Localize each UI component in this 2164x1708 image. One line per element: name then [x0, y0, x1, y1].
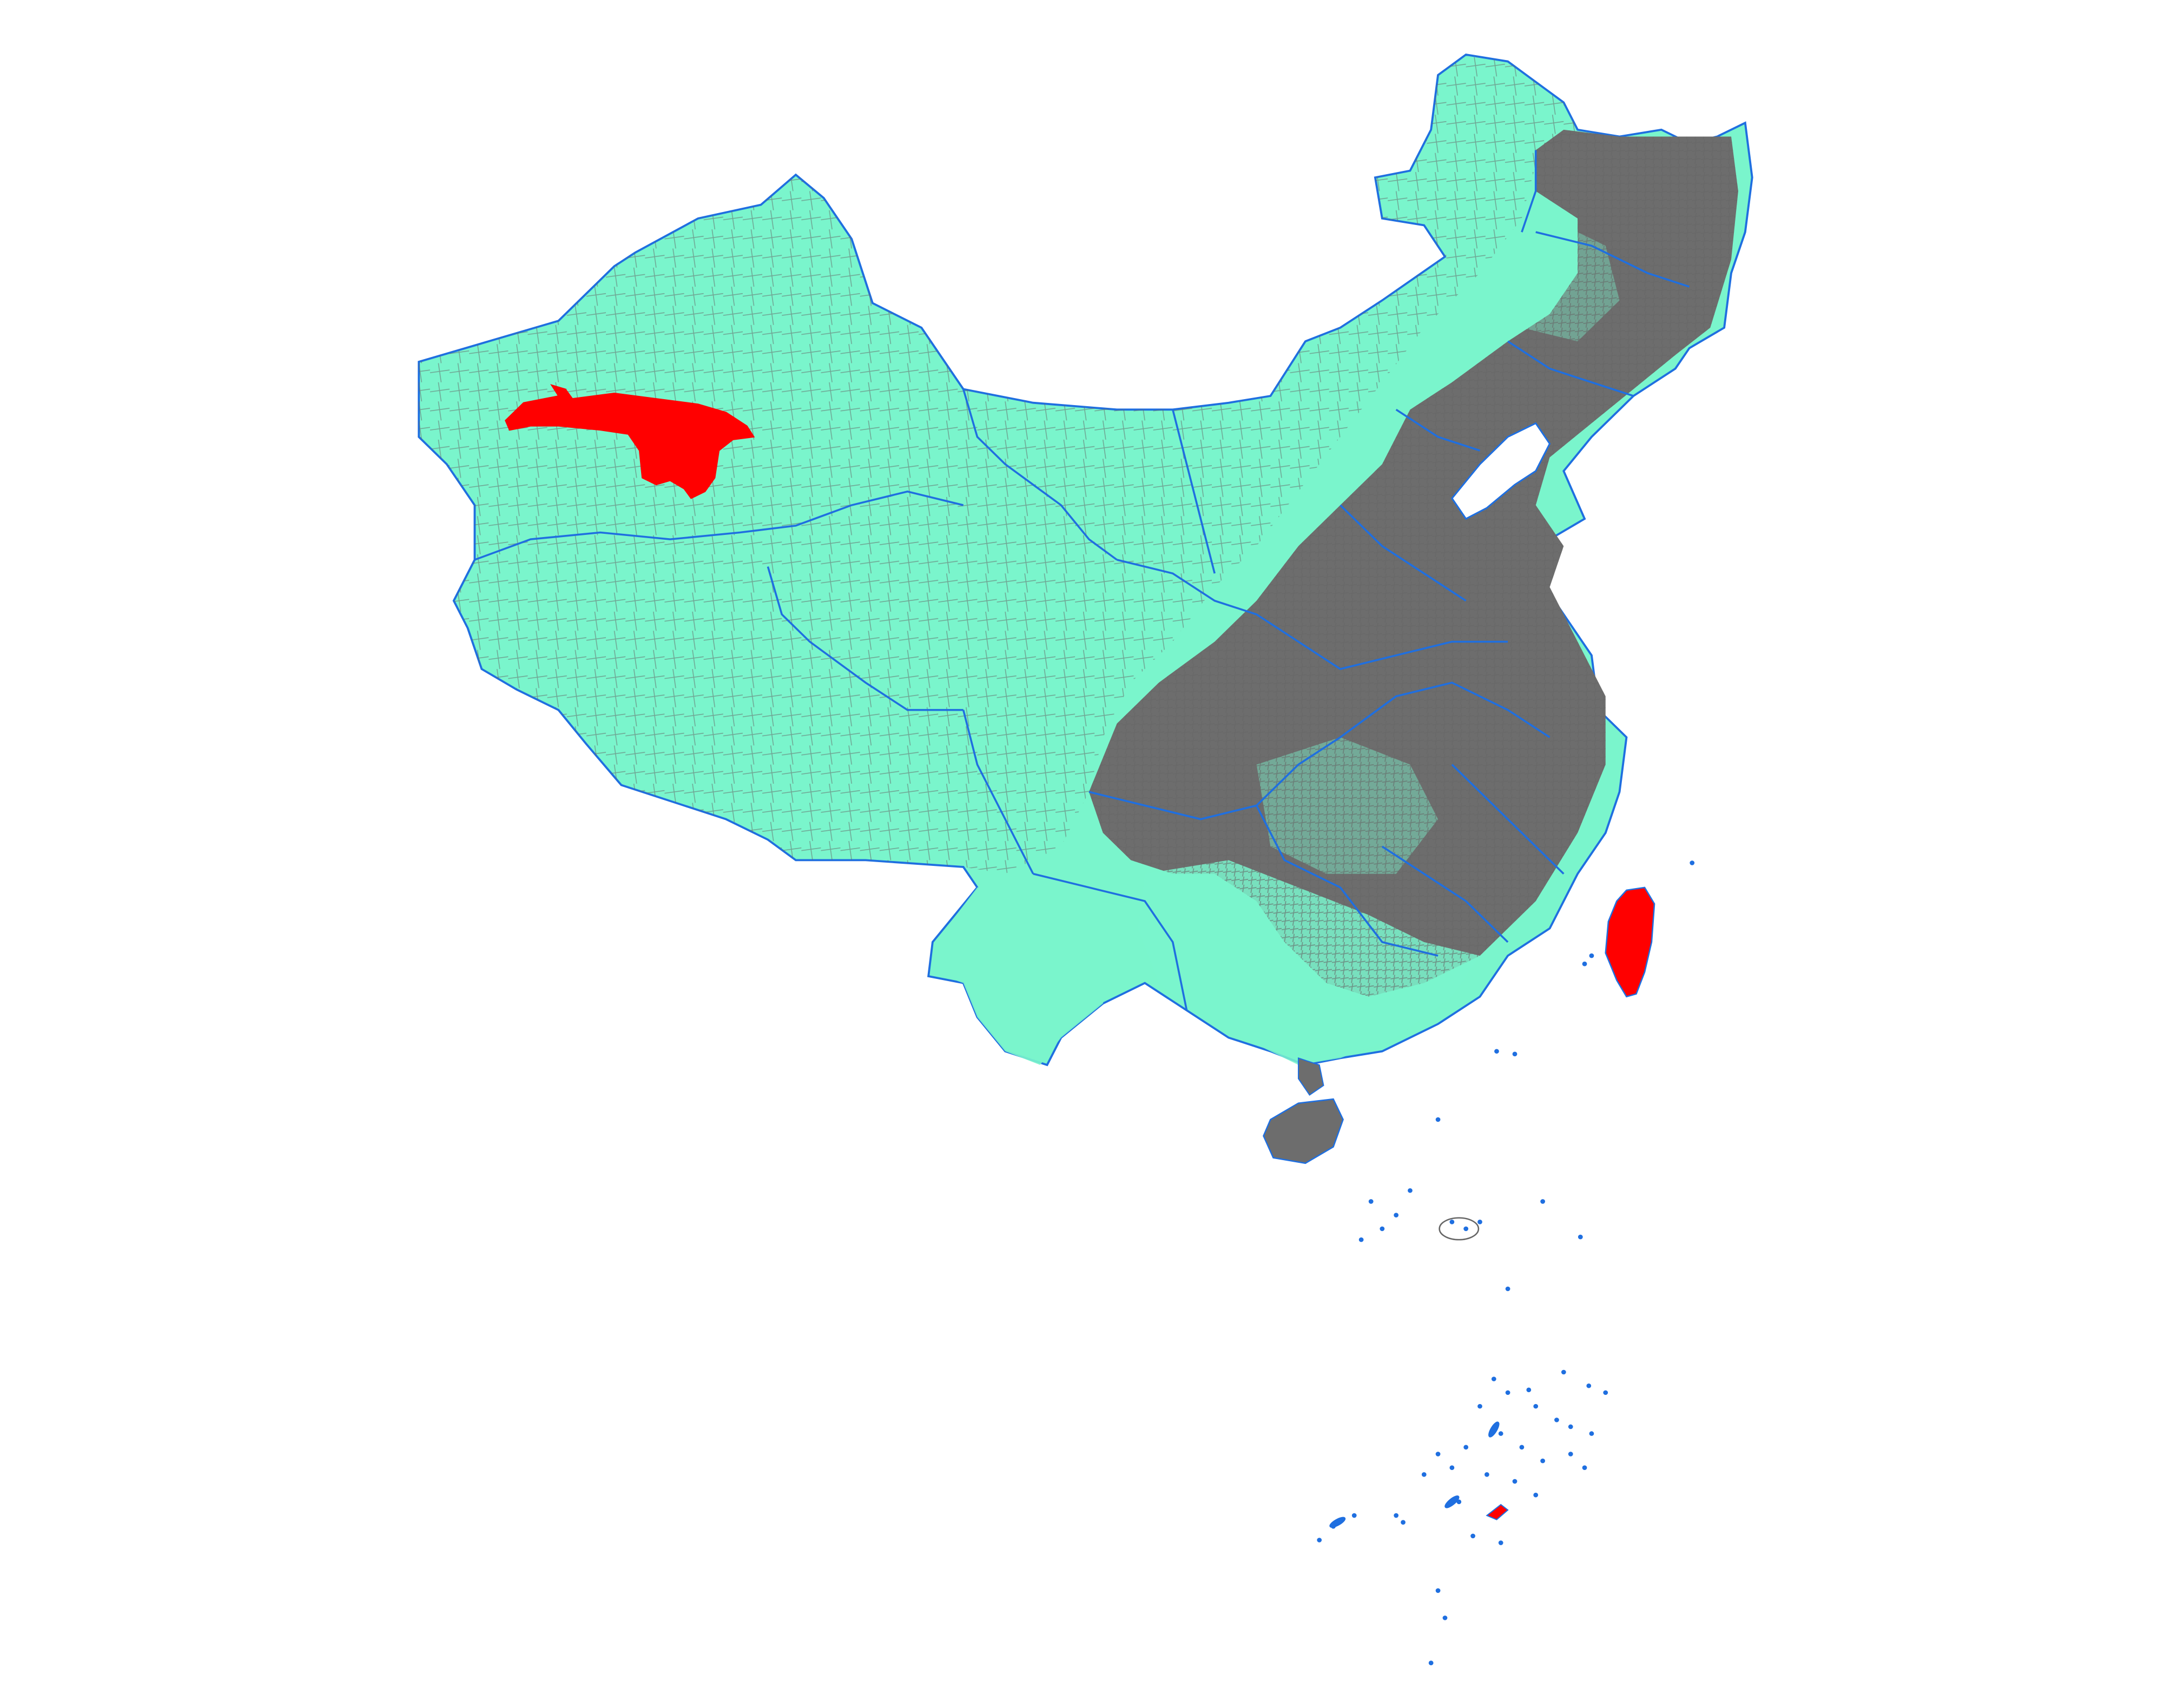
- island-dot: [1317, 1538, 1322, 1543]
- xinjiang-central-region[interactable]: [504, 384, 755, 499]
- island-dot: [1690, 860, 1695, 865]
- county-texture-east: [1088, 129, 1738, 997]
- island-dot: [1582, 1465, 1587, 1471]
- island-dot: [1498, 1540, 1503, 1545]
- bohai-sea: [1450, 422, 1551, 520]
- island-dot: [1568, 1424, 1573, 1429]
- island-dot: [1444, 1495, 1460, 1508]
- hainan-island: [1263, 1098, 1344, 1164]
- island-dot: [1449, 1465, 1455, 1471]
- light-patch-southwest: [932, 873, 1117, 1065]
- island-dot: [1586, 1383, 1592, 1388]
- island-dot: [1368, 1199, 1374, 1204]
- scattered-islands: [1317, 860, 1695, 1665]
- island-dot: [1512, 1051, 1518, 1057]
- island-dot: [1494, 1049, 1499, 1054]
- island-dot: [1442, 1616, 1448, 1620]
- island-dot: [1470, 1533, 1475, 1539]
- island-dot: [1519, 1445, 1525, 1450]
- island-dot: [1505, 1390, 1510, 1395]
- province-boundaries: [474, 150, 1690, 1011]
- island-dot: [1491, 1376, 1496, 1381]
- island-dot: [1435, 1117, 1441, 1122]
- island-dot: [1358, 1237, 1364, 1242]
- atoll-outline: [1439, 1217, 1480, 1241]
- island-dot: [1582, 961, 1587, 966]
- island-dot: [1456, 1499, 1462, 1505]
- island-dot: [1526, 1387, 1532, 1393]
- island-dot: [1540, 1199, 1546, 1204]
- island-dot: [1498, 1431, 1503, 1436]
- county-texture-west: [419, 54, 1578, 874]
- island-dot: [1428, 1660, 1434, 1665]
- island-dot: [1488, 1421, 1500, 1438]
- island-dot: [1512, 1479, 1518, 1484]
- leizhou-peninsula: [1297, 1057, 1324, 1096]
- island-dot: [1485, 1472, 1489, 1477]
- island-dot: [1578, 1234, 1583, 1240]
- island-dot: [1477, 1220, 1482, 1224]
- island-dot: [1435, 1588, 1441, 1593]
- island-dot: [1435, 1452, 1441, 1457]
- island-dot: [1589, 1431, 1594, 1436]
- island-dot: [1329, 1517, 1346, 1528]
- island-dot: [1603, 1390, 1608, 1395]
- island-dot: [1421, 1472, 1427, 1477]
- island-dot: [1463, 1226, 1469, 1232]
- island-dot: [1505, 1286, 1510, 1292]
- island-dot: [1477, 1404, 1482, 1409]
- island-dot: [1394, 1513, 1399, 1518]
- island-dot: [1463, 1445, 1469, 1450]
- south-sea-islet[interactable]: [1486, 1504, 1509, 1520]
- island-dot: [1394, 1213, 1399, 1217]
- island-dot: [1589, 953, 1594, 958]
- island-dot: [1408, 1188, 1413, 1193]
- island-dot: [1351, 1513, 1357, 1518]
- island-dot: [1449, 1220, 1455, 1224]
- island-dot: [1568, 1452, 1573, 1457]
- island-dot: [1401, 1520, 1406, 1525]
- island-dot: [1533, 1492, 1539, 1498]
- island-dot: [1561, 1369, 1566, 1375]
- island-dot: [1554, 1418, 1559, 1422]
- island-dot: [1540, 1458, 1546, 1464]
- island-dot: [1533, 1404, 1539, 1409]
- taiwan-island[interactable]: [1605, 886, 1655, 998]
- island-dot: [1380, 1226, 1385, 1232]
